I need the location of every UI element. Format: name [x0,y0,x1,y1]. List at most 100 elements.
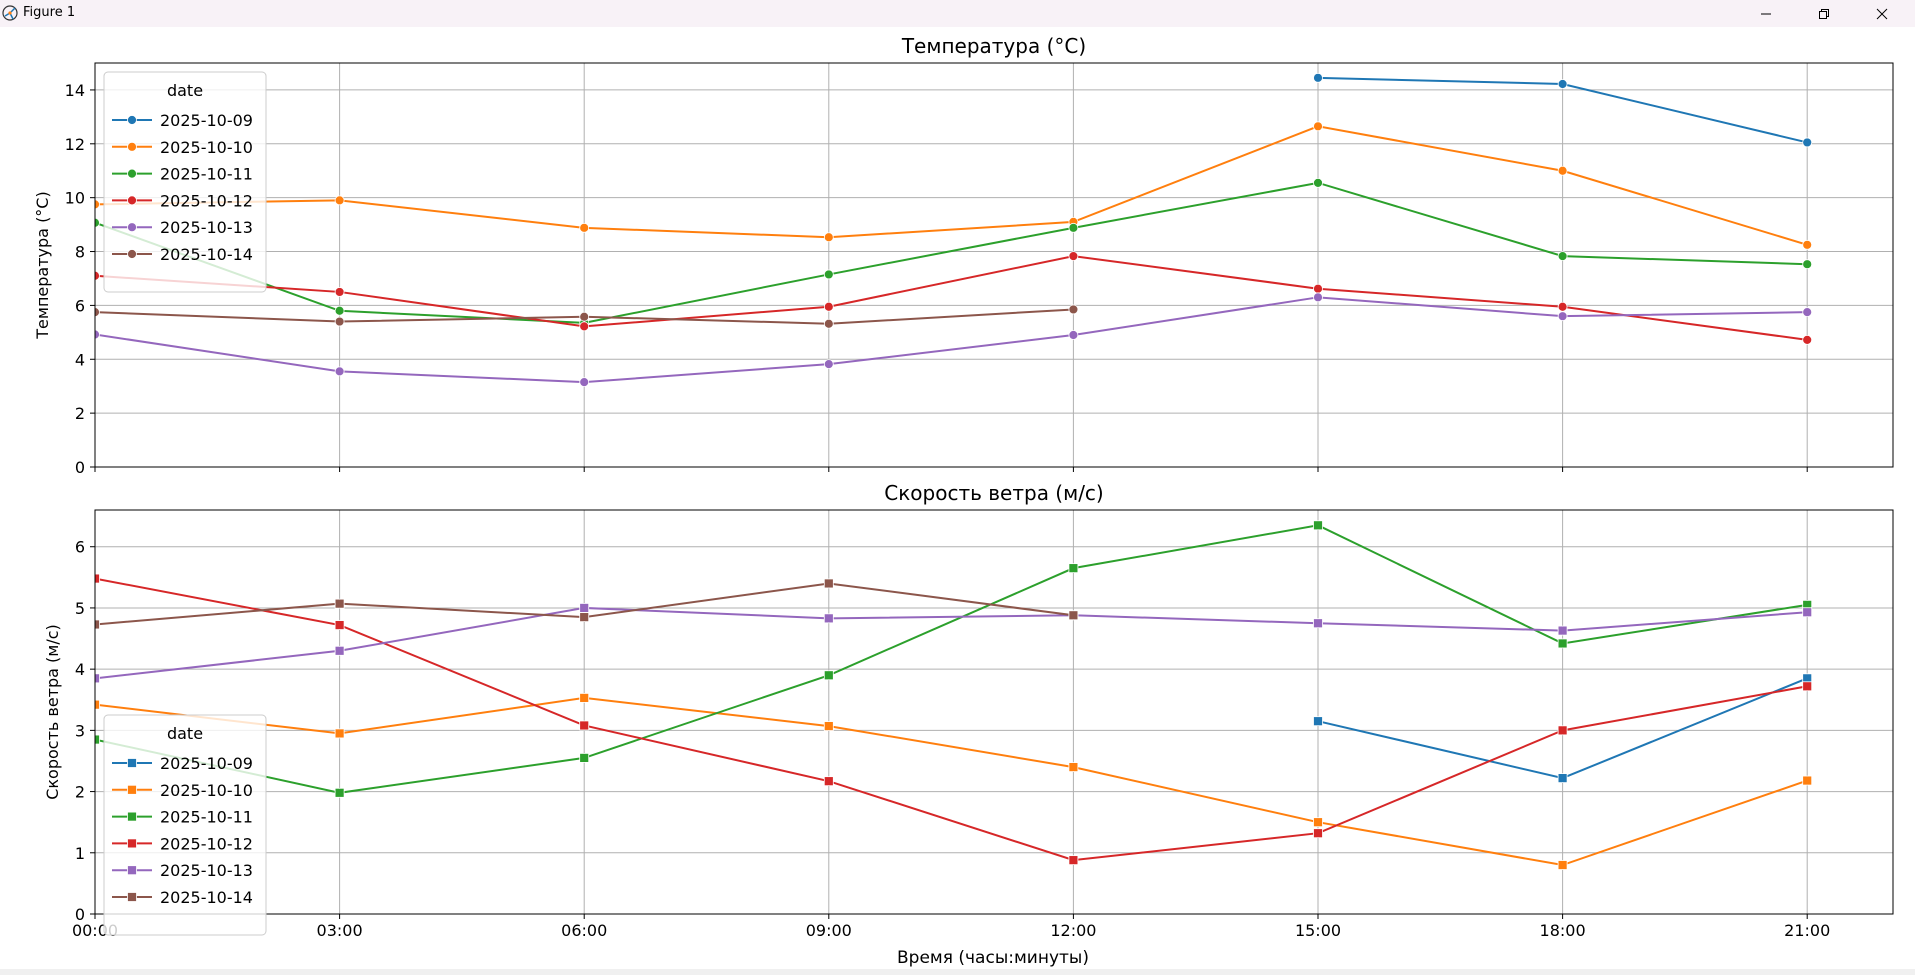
legend-title: date [167,724,203,743]
data-point [95,270,100,281]
y-tick-label: 8 [75,243,85,262]
x-tick-label: 12:00 [1050,921,1096,940]
legend-label: 2025-10-10 [160,138,253,157]
legend-marker [127,195,137,206]
data-point [95,734,100,745]
data-point [579,311,590,322]
data-point [579,753,590,763]
data-point [1313,72,1323,83]
data-point [1068,251,1079,262]
data-point [1557,625,1568,636]
restore-icon [1819,8,1829,19]
temperature-axes-frame [94,62,1894,468]
data-point [334,598,345,609]
data-point [334,620,345,630]
y-tick-label: 12 [65,135,85,154]
data-point [1557,79,1568,89]
y-tick-label: 14 [65,81,85,100]
legend-marker [127,784,137,795]
legend-label: 2025-10-13 [160,218,253,237]
data-point [1802,259,1813,270]
x-tick-label: 15:00 [1295,921,1341,940]
data-point [1313,283,1323,294]
temperature-plot-area [95,72,1813,388]
legend-label: 2025-10-11 [160,165,253,184]
temperature-chart: 0 2 4 6 8 10 12 14 Температура (°C) Температура (… [33,34,1894,477]
legend-marker [127,115,137,125]
legend-marker [127,838,137,849]
app-icon[interactable] [1,4,19,22]
series-line-2025-10-11 [95,181,1808,324]
data-point [334,645,345,656]
legend-label: 2025-10-13 [160,861,253,880]
data-point [579,720,590,731]
series-line-2025-10-10 [95,696,1808,867]
data-point [95,673,100,684]
data-point [579,612,590,623]
legend-marker [127,168,137,179]
data-point [1557,773,1568,784]
data-point [334,287,345,297]
data-point [1802,307,1813,318]
series-line-2025-10-13 [95,606,1808,680]
wind-plot-area [95,520,1813,870]
wind-legend: date 2025-10-09 2025-10-10 2025-10-11 2025-1… [103,714,267,936]
legend-label: 2025-10-12 [160,834,253,853]
wind-chart-title: Скорость ветра (м/с) [884,481,1103,505]
data-point [823,776,834,787]
temperature-chart-title: Температура (°C) [901,34,1086,58]
x-tick-label: 18:00 [1540,921,1586,940]
y-tick-label: 2 [75,783,85,802]
data-point [1313,618,1323,629]
wind-axes-frame [94,509,1894,915]
data-point [1068,330,1079,340]
data-point [1313,716,1323,727]
data-point [579,693,590,703]
data-point [1557,301,1568,312]
temperature-y-axis-label: Температура (°C) [33,191,52,339]
data-point [1313,520,1323,531]
y-tick-label: 1 [75,844,85,863]
data-point [1802,239,1813,250]
legend-label: 2025-10-10 [160,781,253,800]
legend-marker [127,249,137,259]
x-tick-label: 21:00 [1784,921,1830,940]
legend-marker [127,222,137,233]
legend-label: 2025-10-14 [160,245,253,264]
minimize-button[interactable] [1737,0,1795,27]
data-point [823,670,834,681]
data-point [1802,775,1813,786]
data-point [579,222,590,233]
data-point [1313,828,1323,839]
data-point [1557,165,1568,176]
y-tick-label: 10 [65,189,85,208]
data-point [334,366,345,377]
data-point [1557,725,1568,736]
x-tick-label: 06:00 [561,921,607,940]
close-button[interactable] [1853,0,1911,27]
legend-box [103,714,267,936]
y-tick-label: 5 [75,599,85,618]
series-line-2025-10-10 [95,125,1808,246]
data-point [334,195,345,206]
data-point [95,217,100,228]
data-point [1313,292,1323,303]
legend-label: 2025-10-09 [160,111,253,130]
data-point [1068,222,1079,233]
legend-marker [127,141,137,152]
restore-button[interactable] [1795,0,1853,27]
y-tick-label: 6 [75,296,85,315]
data-point [1313,121,1323,132]
data-point [1802,607,1813,618]
legend-label: 2025-10-14 [160,888,253,907]
data-point [823,721,834,731]
data-point [823,613,834,624]
data-point [1313,817,1323,828]
y-tick-label: 3 [75,721,85,740]
data-point [1068,563,1079,574]
window-title: Figure 1 [23,5,76,20]
window-titlebar: Figure 1 [0,0,1915,27]
x-axis-label: Время (часы:минуты) [897,948,1089,968]
data-point [95,307,100,318]
data-point [1802,137,1813,148]
